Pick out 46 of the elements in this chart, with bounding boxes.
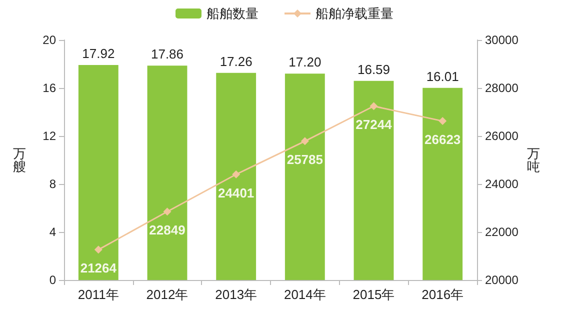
data-label: 17.86 [150, 46, 184, 62]
data-label: 21264 [80, 260, 118, 276]
y-tick-label: 4 [49, 225, 56, 239]
data-label: 24401 [218, 185, 254, 200]
y2-tick-label: 22000 [485, 225, 519, 239]
y-tick-label: 12 [42, 129, 56, 143]
point [94, 246, 102, 254]
x-tick-label: 2013年 [215, 287, 258, 302]
y-tick-label: 8 [49, 177, 56, 191]
point [438, 117, 447, 126]
x-tick-label: 2016年 [422, 287, 464, 302]
data-label: 16.59 [357, 62, 390, 77]
bar [422, 88, 463, 280]
y2-tick-label: 26000 [485, 129, 519, 143]
point [370, 102, 378, 110]
x-tick-label: 2015年 [352, 287, 395, 302]
bar [78, 64, 118, 280]
data-label: 27244 [356, 117, 393, 132]
data-label: 22849 [149, 222, 186, 238]
data-label: 17.92 [82, 46, 115, 61]
x-tick-label: 2014年 [284, 287, 326, 302]
data-label: 25785 [286, 152, 323, 168]
y2-axis-title: 万吨 [527, 146, 540, 174]
x-tick-label: 2012年 [146, 287, 188, 302]
point [232, 170, 240, 178]
y2-tick-label: 24000 [485, 177, 519, 191]
bar [147, 66, 188, 280]
bar [284, 74, 325, 280]
y-axis-title: 万艘 [13, 146, 26, 174]
y-tick-label: 16 [42, 81, 56, 95]
legend-label: 船舶数量 [206, 6, 258, 21]
data-label: 17.26 [220, 54, 252, 69]
y2-tick-label: 20000 [485, 273, 519, 287]
data-label: 17.20 [288, 54, 322, 70]
point [163, 208, 172, 216]
bar [354, 80, 394, 280]
y-tick-label: 0 [49, 273, 56, 287]
y-tick-label: 20 [42, 33, 56, 47]
data-label: 16.01 [426, 68, 459, 84]
bar [216, 72, 256, 280]
point [300, 137, 309, 146]
y2-tick-label: 28000 [485, 81, 519, 95]
y2-tick-label: 30000 [485, 33, 519, 47]
data-label: 26623 [424, 132, 461, 148]
legend-label: 船舶净载重量 [316, 6, 394, 21]
x-tick-label: 2011年 [78, 287, 119, 302]
